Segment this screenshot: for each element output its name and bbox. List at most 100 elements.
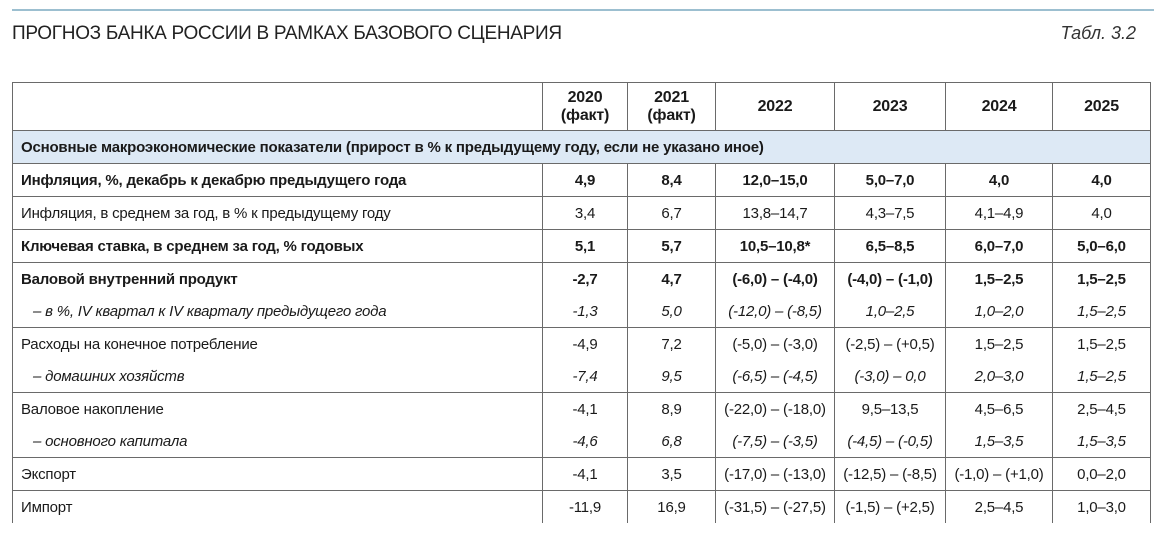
cell-2024: (-1,0) – (+1,0) — [945, 457, 1053, 491]
year: 2021 — [654, 88, 689, 106]
cell-2024: 1,5–2,5 — [945, 262, 1053, 295]
cell-2020: 5,1 — [542, 229, 628, 263]
year-note: (факт) — [560, 106, 610, 124]
cell-2022: (-5,0) – (-3,0) — [715, 327, 835, 360]
cell-2023: 5,0–7,0 — [834, 163, 946, 197]
cell-2025: 1,5–2,5 — [1052, 295, 1151, 328]
table-row: Импорт -11,9 16,9 (-31,5) – (-27,5) (-1,5) –… — [12, 490, 1151, 523]
forecast-table: 2020 (факт) 2021 (факт) 2022 2023 2024 202… — [12, 82, 1151, 523]
header-row: 2020 (факт) 2021 (факт) 2022 2023 2024 202… — [12, 82, 1151, 131]
column-header-2021: 2021 (факт) — [627, 82, 716, 131]
cell-2024: 2,0–3,0 — [945, 360, 1053, 393]
column-header-2024: 2024 — [945, 82, 1053, 131]
cell-2021: 3,5 — [627, 457, 716, 491]
table-row: – основного капитала -4,6 6,8 (-7,5) – (-3,… — [12, 425, 1151, 458]
cell-2025: 1,5–2,5 — [1052, 327, 1151, 360]
cell-2025: 0,0–2,0 — [1052, 457, 1151, 491]
row-label: Инфляция, в среднем за год, в % к предыд… — [12, 196, 543, 230]
cell-2020: -2,7 — [542, 262, 628, 295]
cell-2023: (-4,0) – (-1,0) — [834, 262, 946, 295]
table-row: Расходы на конечное потребление -4,9 7,2 (-… — [12, 327, 1151, 360]
cell-2021: 7,2 — [627, 327, 716, 360]
cell-2025: 1,5–2,5 — [1052, 262, 1151, 295]
cell-2020: -4,1 — [542, 457, 628, 491]
cell-2024: 4,0 — [945, 163, 1053, 197]
cell-2025: 1,5–2,5 — [1052, 360, 1151, 393]
cell-2020: -11,9 — [542, 490, 628, 523]
row-label: – основного капитала — [12, 425, 543, 458]
cell-2025: 5,0–6,0 — [1052, 229, 1151, 263]
column-header-2020: 2020 (факт) — [542, 82, 628, 131]
cell-2021: 5,0 — [627, 295, 716, 328]
row-label: Валовое накопление — [12, 392, 543, 425]
cell-2020: -1,3 — [542, 295, 628, 328]
row-label: Расходы на конечное потребление — [12, 327, 543, 360]
cell-2023: (-2,5) – (+0,5) — [834, 327, 946, 360]
row-label: Инфляция, %, декабрь к декабрю предыдуще… — [12, 163, 543, 197]
column-header-2022: 2022 — [715, 82, 835, 131]
table-row: Инфляция, в среднем за год, в % к предыд… — [12, 196, 1151, 230]
row-label: Валовой внутренний продукт — [12, 262, 543, 295]
label-column-header — [12, 82, 543, 131]
cell-2020: -4,1 — [542, 392, 628, 425]
column-header-2023: 2023 — [834, 82, 946, 131]
table-row: – домашних хозяйств -7,4 9,5 (-6,5) – (-4,5… — [12, 360, 1151, 393]
section-row: Основные макроэкономические показатели (… — [12, 130, 1151, 164]
cell-2021: 8,9 — [627, 392, 716, 425]
cell-2020: -7,4 — [542, 360, 628, 393]
cell-2024: 1,5–2,5 — [945, 327, 1053, 360]
cell-2023: (-3,0) – 0,0 — [834, 360, 946, 393]
cell-2022: (-31,5) – (-27,5) — [715, 490, 835, 523]
cell-2020: 4,9 — [542, 163, 628, 197]
cell-2022: (-6,5) – (-4,5) — [715, 360, 835, 393]
cell-2021: 16,9 — [627, 490, 716, 523]
table-row: Ключевая ставка, в среднем за год, % год… — [12, 229, 1151, 263]
column-header-2025: 2025 — [1052, 82, 1151, 131]
table-number: Табл. 3.2 — [1060, 23, 1136, 43]
cell-2022: 13,8–14,7 — [715, 196, 835, 230]
cell-2024: 4,1–4,9 — [945, 196, 1053, 230]
cell-2025: 2,5–4,5 — [1052, 392, 1151, 425]
cell-2023: (-4,5) – (-0,5) — [834, 425, 946, 458]
row-label: – в %, IV квартал к IV кварталу предыдущ… — [12, 295, 543, 328]
cell-2021: 8,4 — [627, 163, 716, 197]
section-title: Основные макроэкономические показатели (… — [12, 130, 1151, 164]
row-label: Экспорт — [12, 457, 543, 491]
cell-2020: -4,9 — [542, 327, 628, 360]
year-note: (факт) — [647, 106, 696, 124]
year: 2020 — [567, 88, 603, 106]
table-row: – в %, IV квартал к IV кварталу предыдущ… — [12, 295, 1151, 328]
cell-2022: (-22,0) – (-18,0) — [715, 392, 835, 425]
table-row: Экспорт -4,1 3,5 (-17,0) – (-13,0) (-12,5) –… — [12, 457, 1151, 491]
cell-2022: (-17,0) – (-13,0) — [715, 457, 835, 491]
cell-2022: (-12,0) – (-8,5) — [715, 295, 835, 328]
cell-2022: (-7,5) – (-3,5) — [715, 425, 835, 458]
cell-2022: 10,5–10,8* — [715, 229, 835, 263]
table-row: Валовой внутренний продукт -2,7 4,7 (-6,0) … — [12, 262, 1151, 295]
cell-2021: 4,7 — [627, 262, 716, 295]
cell-2025: 1,5–3,5 — [1052, 425, 1151, 458]
cell-2025: 4,0 — [1052, 163, 1151, 197]
cell-2023: 1,0–2,5 — [834, 295, 946, 328]
cell-2023: (-1,5) – (+2,5) — [834, 490, 946, 523]
cell-2024: 1,0–2,0 — [945, 295, 1053, 328]
cell-2020: -4,6 — [542, 425, 628, 458]
cell-2024: 6,0–7,0 — [945, 229, 1053, 263]
cell-2020: 3,4 — [542, 196, 628, 230]
cell-2025: 1,0–3,0 — [1052, 490, 1151, 523]
row-label: Импорт — [12, 490, 543, 523]
page-title: ПРОГНОЗ БАНКА РОССИИ В РАМКАХ БАЗОВОГО С… — [12, 23, 562, 44]
cell-2023: 6,5–8,5 — [834, 229, 946, 263]
cell-2022: 12,0–15,0 — [715, 163, 835, 197]
row-label: – домашних хозяйств — [12, 360, 543, 393]
cell-2021: 6,8 — [627, 425, 716, 458]
cell-2022: (-6,0) – (-4,0) — [715, 262, 835, 295]
cell-2021: 5,7 — [627, 229, 716, 263]
row-label: Ключевая ставка, в среднем за год, % год… — [12, 229, 543, 263]
table-row: Инфляция, %, декабрь к декабрю предыдуще… — [12, 163, 1151, 197]
cell-2021: 6,7 — [627, 196, 716, 230]
cell-2024: 1,5–3,5 — [945, 425, 1053, 458]
cell-2023: (-12,5) – (-8,5) — [834, 457, 946, 491]
cell-2024: 2,5–4,5 — [945, 490, 1053, 523]
cell-2025: 4,0 — [1052, 196, 1151, 230]
